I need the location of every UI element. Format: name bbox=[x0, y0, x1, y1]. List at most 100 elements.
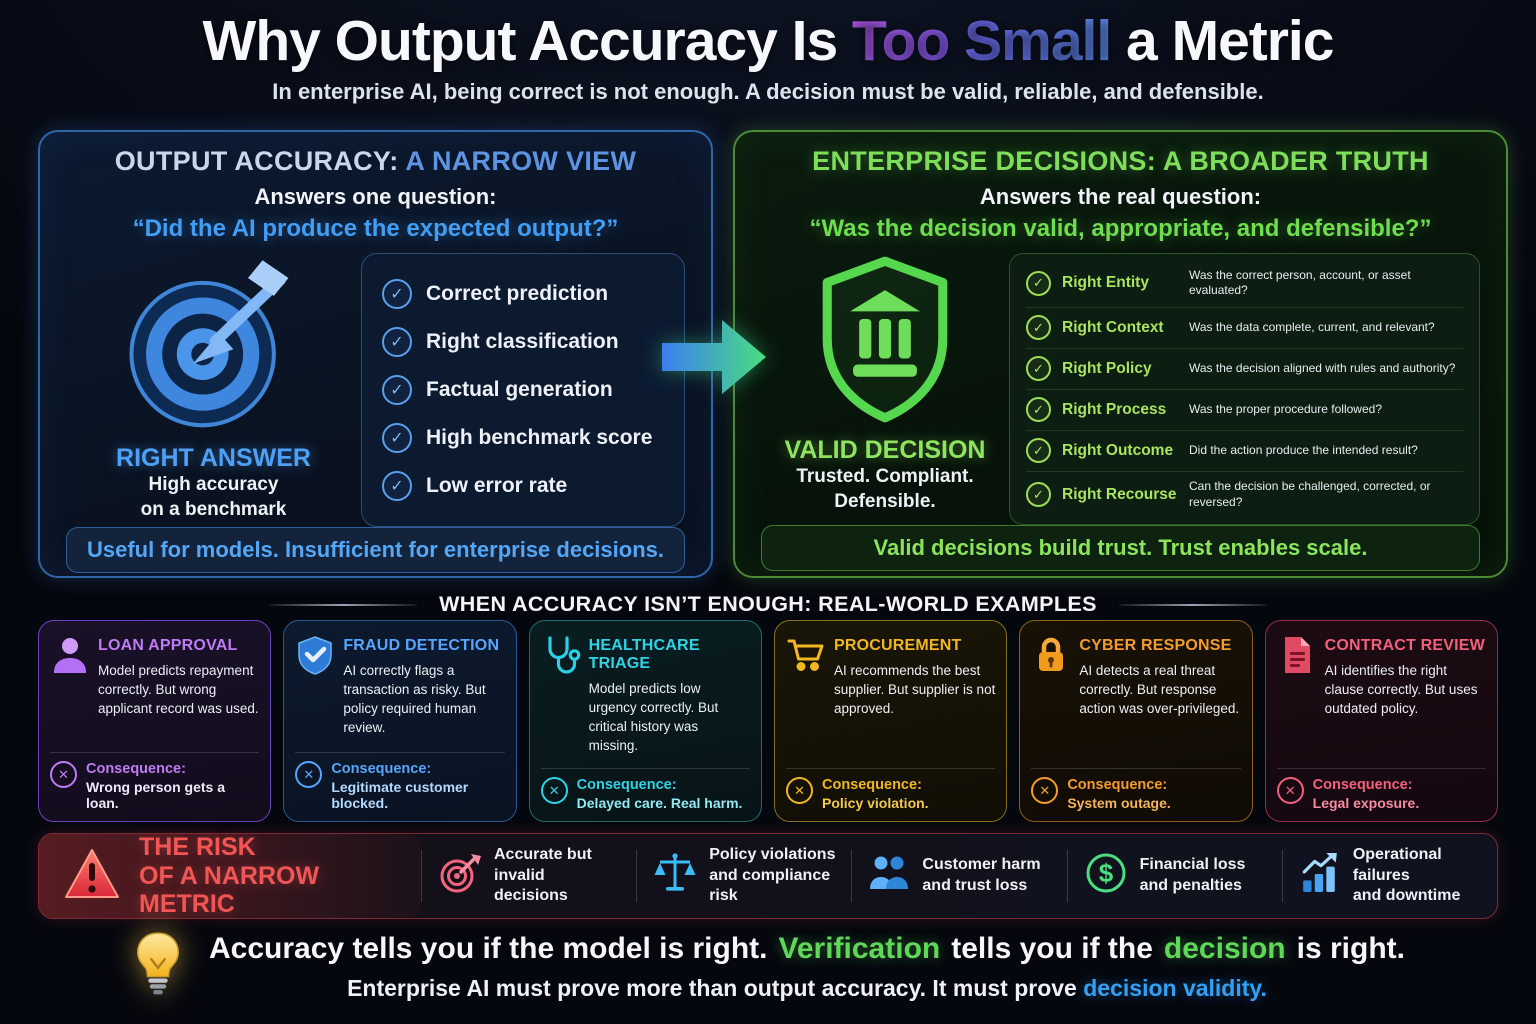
consequence-text: Policy violation. bbox=[821, 795, 929, 811]
right-figure-caption: Trusted. Compliant. Defensible. bbox=[796, 465, 973, 514]
validity-desc: Was the proper procedure followed? bbox=[1189, 401, 1382, 416]
risk-line1: Policy violations bbox=[709, 845, 836, 863]
circle-x-icon: ✕ bbox=[50, 761, 77, 788]
examples-heading-text: WHEN ACCURACY ISN’T ENOUGH: REAL-WORLD E… bbox=[439, 592, 1097, 616]
left-heading-main: OUTPUT ACCURACY: bbox=[114, 146, 399, 176]
right-caption-line1: Trusted. Compliant. bbox=[796, 466, 974, 488]
left-panel-content: RIGHT ANSWER High accuracy on a benchmark… bbox=[66, 253, 685, 528]
card-body: AI detects a real threat correctly. But … bbox=[1079, 663, 1240, 716]
checklist-label: Factual generation bbox=[426, 378, 613, 402]
risk-item: Accurate but invalid decisions bbox=[421, 846, 636, 904]
check-circle-icon: ✓ bbox=[1026, 356, 1051, 382]
check-circle-icon: ✓ bbox=[382, 279, 412, 310]
accuracy-checklist: ✓ Correct prediction ✓ Right classificatio… bbox=[361, 253, 685, 528]
consequence-text: Delayed care. Real harm. bbox=[576, 795, 743, 811]
card-title: CONTRACT REVIEW bbox=[1324, 637, 1485, 654]
card-head: FRAUD DETECTION AI correctly flags a tra… bbox=[295, 633, 504, 738]
comparison-panels: OUTPUT ACCURACY: A NARROW VIEW Answers o… bbox=[38, 130, 1508, 578]
footer-line2-text: Enterprise AI must prove more than outpu… bbox=[347, 974, 1077, 1001]
consequence-label: Consequence: bbox=[821, 777, 922, 793]
card-body: AI correctly flags a transaction as risk… bbox=[343, 663, 486, 735]
validity-label: Right Context bbox=[1062, 318, 1164, 336]
left-figure-caption: High accuracy on a benchmark bbox=[141, 473, 287, 522]
checklist-label: Low error rate bbox=[426, 474, 568, 498]
consequence-row: ✕ Consequence: Legitimate customer block… bbox=[295, 752, 505, 811]
page-subtitle: In enterprise AI, being correct is not e… bbox=[272, 79, 1264, 104]
check-circle-icon: ✓ bbox=[1026, 270, 1051, 296]
card-main: PROCUREMENT AI recommends the best suppl… bbox=[834, 633, 995, 719]
target-bullseye-icon bbox=[125, 257, 303, 440]
risk-item-text: Accurate but invalid decisions bbox=[494, 845, 626, 907]
card-contract-review: CONTRACT REVIEW AI identifies the right … bbox=[1264, 620, 1498, 822]
warning-triangle-icon bbox=[61, 846, 123, 907]
bar-chart-icon bbox=[1299, 853, 1341, 898]
validity-label: Right Policy bbox=[1062, 359, 1152, 377]
consequence-text-block: Consequence: Legitimate customer blocked… bbox=[331, 761, 504, 811]
validity-item: ✓ Right Context Was the data complete, cur… bbox=[1026, 308, 1463, 349]
risk-line2: and trust loss bbox=[922, 876, 1028, 894]
risk-item: Customer harm and trust loss bbox=[851, 849, 1066, 903]
right-question: “Was the decision valid, appropriate, an… bbox=[809, 215, 1432, 243]
left-figure-title: RIGHT ANSWER bbox=[116, 444, 311, 473]
card-body: AI identifies the right clause correctly… bbox=[1324, 663, 1478, 716]
card-head: HEALTHCARE TRIAGE Model predicts low urg… bbox=[541, 633, 750, 756]
risk-strip: THE RISK OF A NARROW METRIC Accurate but … bbox=[38, 833, 1498, 919]
risk-item-text: Financial loss and penalties bbox=[1140, 855, 1246, 897]
check-circle-icon: ✓ bbox=[382, 471, 412, 502]
divider-line bbox=[269, 603, 418, 606]
check-circle-icon: ✓ bbox=[1026, 438, 1051, 464]
consequence-label: Consequence: bbox=[86, 761, 186, 777]
checklist-label: Correct prediction bbox=[426, 282, 609, 306]
validity-desc: Was the correct person, account, or asse… bbox=[1189, 267, 1411, 298]
validity-item: ✓ Right Recourse Can the decision be chall… bbox=[1026, 472, 1463, 518]
left-heading-accent: A NARROW VIEW bbox=[405, 146, 637, 176]
card-title: FRAUD DETECTION bbox=[343, 637, 500, 654]
checklist-label: High benchmark score bbox=[426, 426, 653, 450]
flow-arrow-icon bbox=[662, 318, 768, 401]
footer-text: Accuracy tells you if the model is right… bbox=[209, 932, 1405, 1002]
padlock-icon bbox=[1031, 633, 1071, 680]
risk-title: THE RISK OF A NARROW METRIC bbox=[139, 833, 407, 919]
left-panel-heading: OUTPUT ACCURACY: A NARROW VIEW bbox=[66, 145, 685, 177]
example-cards: LOAN APPROVAL Model predicts repayment c… bbox=[38, 620, 1498, 822]
risk-item-text: Operational failures and downtime bbox=[1353, 845, 1487, 907]
circle-x-icon: ✕ bbox=[1276, 777, 1304, 804]
person-icon bbox=[50, 633, 90, 680]
right-figure-title: VALID DECISION bbox=[784, 436, 986, 465]
risk-item-text: Policy violations and compliance risk bbox=[709, 845, 841, 907]
risk-line1: Operational failures bbox=[1352, 845, 1442, 884]
checklist-label: Right classification bbox=[426, 330, 619, 354]
validity-desc: Did the action produce the intended resu… bbox=[1189, 442, 1418, 457]
card-healthcare-triage: HEALTHCARE TRIAGE Model predicts low urg… bbox=[528, 620, 762, 822]
consequence-text-block: Consequence: System outage. bbox=[1067, 777, 1170, 811]
footer-decision-word: decision bbox=[1163, 931, 1286, 965]
circle-x-icon: ✕ bbox=[1031, 777, 1059, 804]
footer-line1: Accuracy tells you if the model is right… bbox=[209, 932, 1405, 966]
card-main: HEALTHCARE TRIAGE Model predicts low urg… bbox=[589, 633, 750, 756]
risk-item: $ Financial loss and penalties bbox=[1066, 849, 1282, 903]
risk-items: Accurate but invalid decisions Policy vio… bbox=[421, 834, 1497, 918]
right-panel-content: VALID DECISION Trusted. Compliant. Defens… bbox=[761, 253, 1480, 525]
header: Why Output Accuracy Is Too Small a Metri… bbox=[0, 8, 1536, 105]
validity-label: Right Entity bbox=[1062, 274, 1149, 292]
contract-document-icon bbox=[1277, 633, 1317, 680]
footer-middle-text: tells you if the bbox=[951, 931, 1153, 965]
consequence-text: System outage. bbox=[1067, 795, 1171, 811]
validity-desc: Was the data complete, current, and rele… bbox=[1189, 319, 1435, 334]
footer-decision-validity: decision validity. bbox=[1083, 974, 1267, 1001]
consequence-row: ✕ Consequence: Delayed care. Real harm. bbox=[540, 768, 750, 811]
risk-line1: Financial loss bbox=[1139, 856, 1246, 874]
left-question-label: Answers one question: bbox=[254, 184, 497, 210]
footer-verification-word: Verification bbox=[778, 931, 941, 965]
consequence-label: Consequence: bbox=[576, 777, 677, 793]
consequence-text: Legitimate customer blocked. bbox=[331, 779, 469, 811]
left-figure: RIGHT ANSWER High accuracy on a benchmark bbox=[66, 253, 361, 527]
right-panel-heading: ENTERPRISE DECISIONS: A BROADER TRUTH bbox=[812, 146, 1429, 176]
output-accuracy-panel: OUTPUT ACCURACY: A NARROW VIEW Answers o… bbox=[38, 130, 713, 578]
risk-title-block: THE RISK OF A NARROW METRIC bbox=[39, 833, 421, 919]
divider-line bbox=[1118, 603, 1267, 606]
left-caption-line1: High accuracy bbox=[148, 474, 279, 496]
card-title: HEALTHCARE TRIAGE bbox=[588, 637, 700, 672]
checklist-item: ✓ High benchmark score bbox=[382, 414, 664, 462]
